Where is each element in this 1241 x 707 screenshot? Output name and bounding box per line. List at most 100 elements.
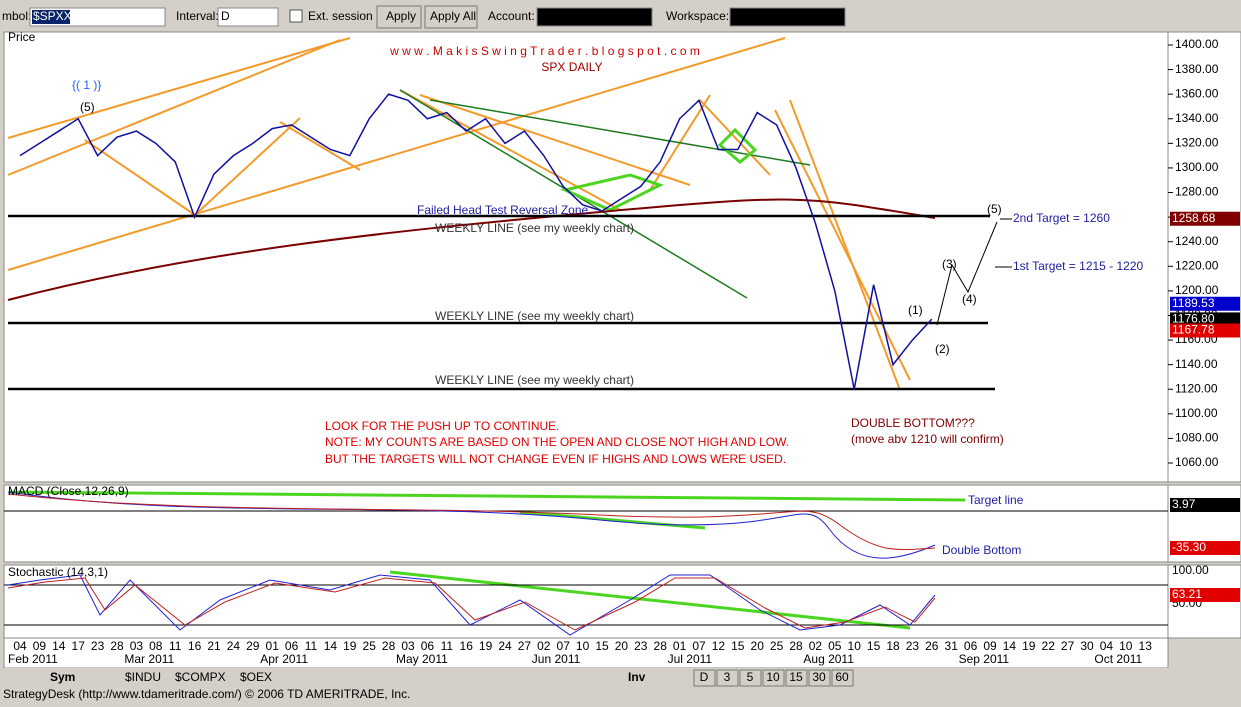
y-tick-label: 1340.00 (1175, 111, 1219, 125)
x-tick-label: 15 (867, 639, 881, 653)
x-tick-label: 02 (537, 639, 551, 653)
x-tick-label: 20 (751, 639, 765, 653)
tab[interactable]: $OEX (240, 670, 272, 684)
x-tick-label: 25 (363, 639, 377, 653)
wave-label: (2) (935, 342, 950, 356)
apply-button[interactable] (376, 5, 422, 29)
x-tick-label: 28 (654, 639, 668, 653)
month-label: Sep 2011 (959, 652, 1010, 666)
x-tick-label: 03 (130, 639, 144, 653)
annotation: (move abv 1210 will confirm) (851, 432, 1004, 446)
x-tick-label: 28 (382, 639, 396, 653)
interval-label: 60 (835, 670, 849, 684)
interval-tab[interactable] (739, 669, 762, 687)
x-tick-label: 19 (343, 639, 357, 653)
x-tick-label: 24 (498, 639, 512, 653)
x-tick-label: 21 (207, 639, 221, 653)
x-tick-label: 17 (72, 639, 86, 653)
price-box-label: 1167.78 (1172, 323, 1215, 337)
y-tick-label: 1360.00 (1175, 86, 1219, 100)
tab[interactable]: $INDU (125, 670, 161, 684)
price-box-label: 1258.68 (1172, 211, 1216, 225)
x-tick-label: 13 (1139, 639, 1153, 653)
x-tick-label: 19 (1022, 639, 1036, 653)
x-tick-label: 11 (305, 639, 318, 653)
ext-session: Ext. session (308, 9, 373, 23)
x-tick-label: 29 (246, 639, 260, 653)
interval-tab[interactable] (831, 669, 854, 687)
workspace-label: Workspace: (666, 9, 729, 23)
price-axis (1167, 31, 1241, 483)
interval-box[interactable] (217, 7, 279, 27)
price-box-label: 1176.80 (1172, 312, 1215, 326)
x-tick-label: 04 (13, 639, 27, 653)
x-tick-label: 16 (188, 639, 202, 653)
annotation: WEEKLY LINE (see my weekly chart) (435, 373, 634, 387)
annotation: WEEKLY LINE (see my weekly chart) (435, 309, 634, 323)
macd-box (1170, 541, 1240, 555)
stoch-label: Stochastic (14,3,1) (8, 565, 108, 579)
y-tick-label: 1400.00 (1175, 37, 1219, 51)
y-tick-label: 1200.00 (1175, 283, 1219, 297)
x-tick-label: 24 (227, 639, 241, 653)
x-tick-label: 11 (169, 639, 182, 653)
x-tick-label: 06 (964, 639, 978, 653)
note: BUT THE TARGETS WILL NOT CHANGE EVEN IF … (325, 452, 786, 466)
account-box[interactable] (536, 7, 653, 27)
macd-value: -35.30 (1172, 540, 1206, 554)
x-tick-label: 23 (634, 639, 648, 653)
price-box-label: 1189.53 (1172, 296, 1215, 310)
wave-label: {( 1 )} (72, 78, 101, 92)
x-tick-label: 12 (712, 639, 726, 653)
interval-tab[interactable] (808, 669, 831, 687)
apply-all-button[interactable] (424, 5, 478, 29)
tab[interactable]: Inv (628, 670, 646, 684)
x-tick-label: 11 (441, 639, 454, 653)
status: StrategyDesk (http://www.tdameritrade.co… (3, 687, 410, 701)
x-tick-label: 06 (285, 639, 299, 653)
symbol-label: mbol: (2, 9, 31, 23)
x-tick-label: 28 (110, 639, 124, 653)
x-tick-label: 23 (91, 639, 105, 653)
x-tick-label: 30 (1080, 639, 1094, 653)
interval-tabs: D 3 5 10 15 30 60 (693, 669, 854, 687)
stoch-panel (3, 564, 1169, 639)
x-tick-label: 02 (809, 639, 823, 653)
x-tick-label: 07 (692, 639, 706, 653)
x-tick-label: 14 (324, 639, 338, 653)
x-tick-label: 04 (1100, 639, 1114, 653)
tab[interactable]: Sym (50, 670, 75, 684)
price-box (1170, 312, 1240, 327)
y-tick-label: 1380.00 (1175, 62, 1219, 76)
interval-tab[interactable] (762, 669, 785, 687)
annotation: Double Bottom (942, 543, 1021, 557)
x-tick-label: 14 (52, 639, 66, 653)
tab[interactable]: $COMPX (175, 670, 226, 684)
checkbox[interactable] (289, 9, 303, 23)
stoch-tick: 100.00 (1172, 563, 1209, 577)
wave-label: (1) (908, 303, 923, 317)
month-label: May 2011 (396, 652, 448, 666)
interval-tab[interactable] (693, 669, 716, 687)
x-tick-label: 08 (149, 639, 163, 653)
x-tick-label: 18 (886, 639, 900, 653)
wave-label: (5) (80, 100, 95, 114)
x-tick-label: 10 (848, 639, 862, 653)
workspace-box[interactable] (729, 7, 846, 27)
macd-signal (7, 493, 936, 551)
interval-tab[interactable] (716, 669, 739, 687)
interval-tab[interactable] (785, 669, 808, 687)
panel-label: Price (8, 30, 36, 44)
x-tick-label: 09 (33, 639, 47, 653)
x-tick-label: 25 (770, 639, 784, 653)
stoch-d (7, 577, 936, 631)
month-label: Feb 2011 (8, 652, 58, 666)
month-label: Oct 2011 (1094, 652, 1142, 666)
x-tick-label: 14 (1003, 639, 1017, 653)
account-label: Account: (488, 9, 535, 23)
y-tick-label: 1280.00 (1175, 185, 1219, 199)
x-tick-label: 05 (828, 639, 842, 653)
wave-label: (3) (942, 257, 957, 271)
x-tick-label: 15 (731, 639, 745, 653)
